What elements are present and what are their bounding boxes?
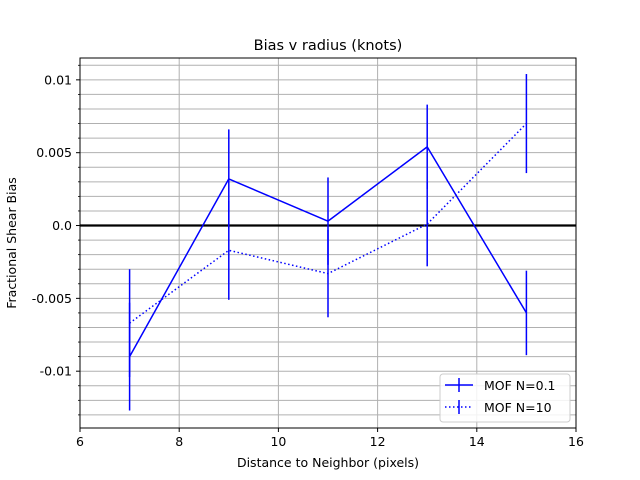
x-tick-label: 6 — [76, 434, 84, 449]
legend-label-2: MOF N=10 — [484, 400, 552, 415]
x-axis-label: Distance to Neighbor (pixels) — [237, 455, 419, 470]
x-tick-label: 14 — [469, 434, 485, 449]
legend-box — [439, 373, 571, 423]
y-axis-ticks: -0.01 -0.005 0.0 0.005 0.01 — [32, 64, 80, 416]
legend: MOF N=0.1 MOF N=10 — [439, 373, 571, 423]
legend-label-1: MOF N=0.1 — [484, 378, 556, 393]
data-series — [128, 74, 528, 411]
y-tick-label: 0.005 — [36, 145, 72, 160]
legend-entry-series-1: MOF N=0.1 — [445, 378, 556, 393]
y-axis-label: Fractional Shear Bias — [4, 177, 19, 309]
series-2 — [128, 74, 528, 378]
plot-area-frame — [79, 57, 577, 429]
chart-title: Bias v radius (knots) — [254, 38, 403, 54]
y-tick-label: 0.01 — [44, 72, 72, 87]
y-tick-label: -0.005 — [32, 291, 72, 306]
legend-entry-series-2: MOF N=10 — [445, 400, 552, 415]
x-tick-label: 8 — [175, 434, 183, 449]
y-tick-label: 0.0 — [52, 218, 72, 233]
x-tick-label: 12 — [370, 434, 386, 449]
x-axis-ticks: 6 8 10 12 14 16 — [76, 428, 584, 449]
x-tick-label: 16 — [568, 434, 584, 449]
x-tick-label: 10 — [270, 434, 286, 449]
y-tick-label: -0.01 — [40, 364, 72, 379]
